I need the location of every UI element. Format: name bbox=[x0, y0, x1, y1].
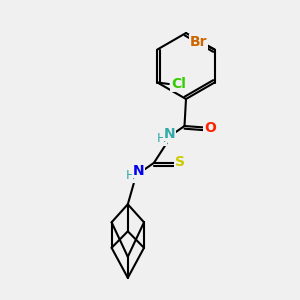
Text: Cl: Cl bbox=[171, 77, 186, 91]
Text: N: N bbox=[164, 127, 175, 141]
Text: O: O bbox=[204, 121, 216, 134]
Text: H: H bbox=[157, 132, 166, 146]
Text: Br: Br bbox=[189, 35, 207, 49]
Text: N: N bbox=[133, 164, 145, 178]
Text: S: S bbox=[175, 155, 185, 169]
Text: H: H bbox=[126, 169, 136, 182]
